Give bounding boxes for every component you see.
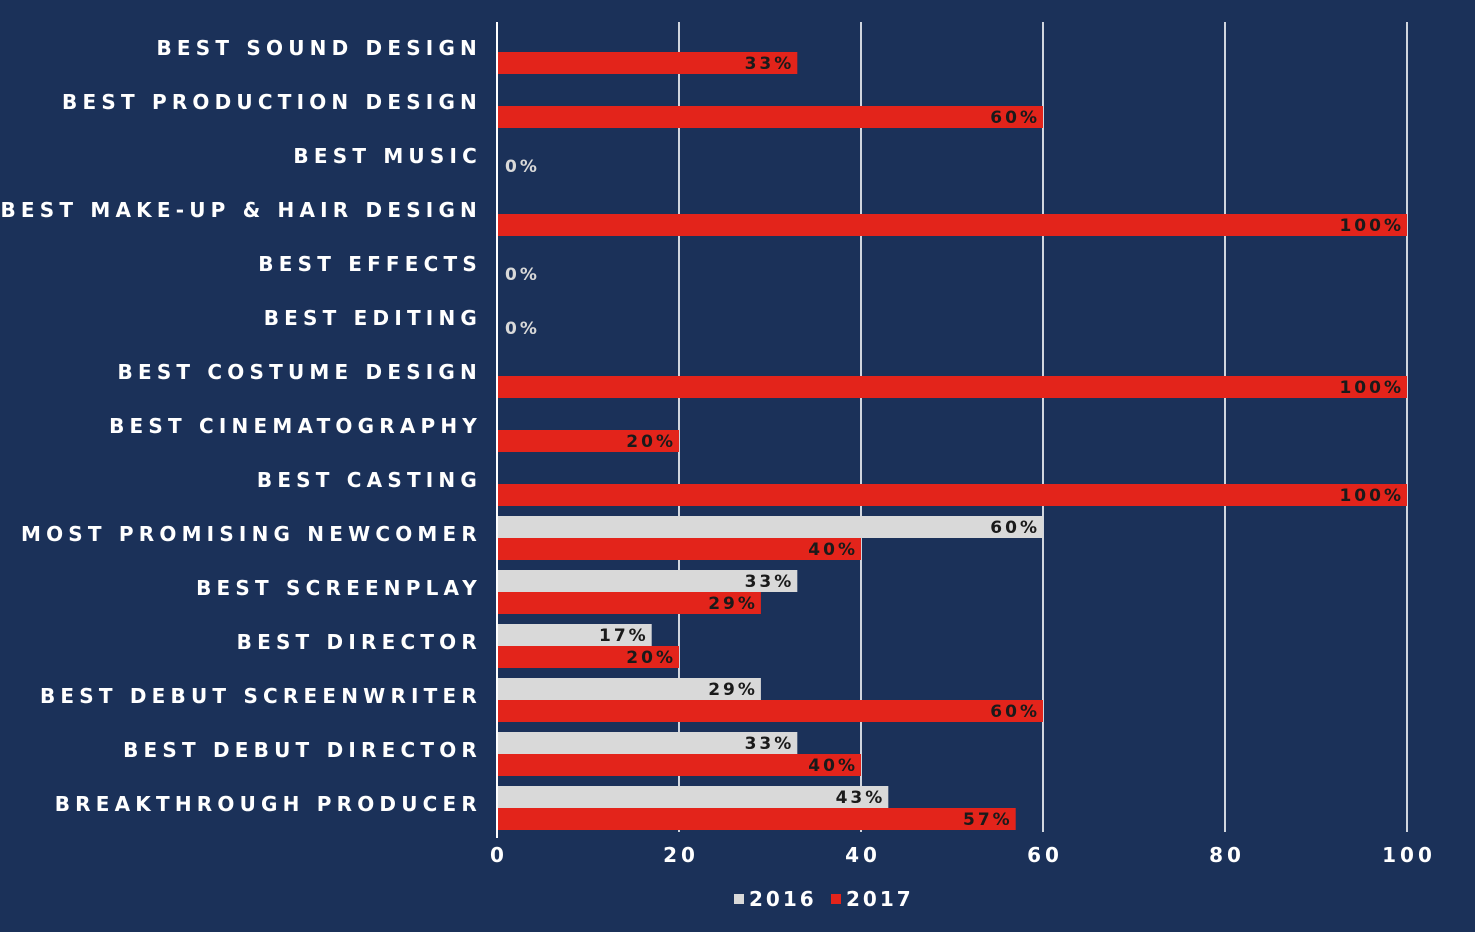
data-label-2017: 0% — [505, 319, 540, 339]
bar-2017 — [497, 214, 1407, 236]
data-label-2017: 0% — [505, 265, 540, 285]
category-label: BEST PRODUCTION DESIGN — [62, 90, 482, 114]
category-label: BEST DEBUT SCREENWRITER — [40, 684, 482, 708]
category-label: BEST COSTUME DESIGN — [118, 360, 482, 384]
x-tick-label: 100 — [1382, 843, 1436, 867]
category-label: BEST CINEMATOGRAPHY — [109, 414, 482, 438]
bar-2016 — [497, 678, 761, 700]
bar-2016 — [497, 516, 1043, 538]
bar-2017 — [497, 754, 861, 776]
category-label: BEST SCREENPLAY — [196, 576, 482, 600]
data-label-2017: 60% — [990, 108, 1040, 128]
bar-2017 — [497, 430, 679, 452]
bar-2017 — [497, 538, 861, 560]
category-label: BREAKTHROUGH PRODUCER — [55, 792, 482, 816]
x-tick-label: 40 — [845, 843, 881, 867]
data-label-2016: 60% — [990, 518, 1040, 538]
legend-label-2016: 2016 — [749, 887, 817, 911]
category-label: BEST DEBUT DIRECTOR — [123, 738, 482, 762]
data-label-2017: 40% — [808, 540, 858, 560]
data-label-2016: 43% — [836, 788, 886, 808]
legend-swatch-2017 — [831, 894, 841, 904]
category-label: BEST SOUND DESIGN — [156, 36, 482, 60]
bar-2017 — [497, 808, 1016, 830]
data-label-2017: 40% — [808, 756, 858, 776]
data-label-2017: 100% — [1339, 486, 1404, 506]
bar-2016 — [497, 570, 798, 592]
data-label-2017: 29% — [708, 594, 758, 614]
category-label: BEST EDITING — [264, 306, 482, 330]
data-label-2017: 20% — [626, 432, 676, 452]
bar-2016 — [497, 732, 798, 754]
data-label-2016: 33% — [745, 734, 795, 754]
data-label-2017: 100% — [1339, 216, 1404, 236]
x-tick-label: 80 — [1209, 843, 1245, 867]
bar-2017 — [497, 106, 1043, 128]
bar-2017 — [497, 700, 1043, 722]
bar-2017 — [497, 484, 1407, 506]
legend-swatch-2016 — [734, 894, 744, 904]
x-tick-label: 0 — [490, 843, 508, 867]
bar-2017 — [497, 376, 1407, 398]
category-label: MOST PROMISING NEWCOMER — [21, 522, 482, 546]
data-label-2017: 0% — [505, 157, 540, 177]
data-label-2016: 17% — [599, 626, 649, 646]
data-label-2017: 33% — [745, 54, 795, 74]
data-label-2017: 100% — [1339, 378, 1404, 398]
bar-2017 — [497, 592, 761, 614]
bar-2017 — [497, 52, 798, 74]
bar-2016 — [497, 624, 652, 646]
data-label-2017: 57% — [963, 810, 1013, 830]
data-label-2016: 29% — [708, 680, 758, 700]
legend-label-2017: 2017 — [846, 887, 914, 911]
category-label: BEST MAKE-UP & HAIR DESIGN — [0, 198, 482, 222]
bar-2017 — [497, 646, 679, 668]
category-label: BEST EFFECTS — [258, 252, 482, 276]
x-tick-label: 60 — [1027, 843, 1063, 867]
category-label: BEST CASTING — [257, 468, 482, 492]
x-tick-label: 20 — [663, 843, 699, 867]
data-label-2017: 60% — [990, 702, 1040, 722]
category-label: BEST MUSIC — [293, 144, 482, 168]
bar-2016 — [497, 786, 889, 808]
data-label-2017: 20% — [626, 648, 676, 668]
data-label-2016: 33% — [745, 572, 795, 592]
category-label: BEST DIRECTOR — [237, 630, 482, 654]
